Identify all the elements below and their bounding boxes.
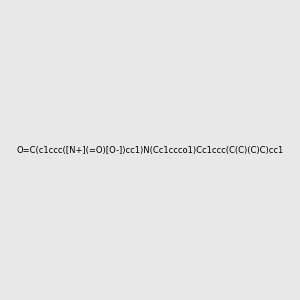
- Text: O=C(c1ccc([N+](=O)[O-])cc1)N(Cc1ccco1)Cc1ccc(C(C)(C)C)cc1: O=C(c1ccc([N+](=O)[O-])cc1)N(Cc1ccco1)Cc…: [16, 146, 283, 154]
